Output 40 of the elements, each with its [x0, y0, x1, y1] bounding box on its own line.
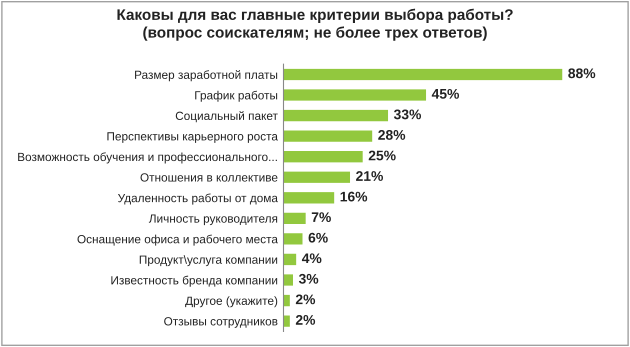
data-label: 3% — [298, 274, 318, 284]
bar — [284, 233, 303, 245]
data-label: 33% — [394, 109, 422, 120]
y-tick-label: Отношения в коллективе — [140, 173, 278, 182]
y-tick-label: Удаленность работы от дома — [118, 193, 278, 205]
bar — [284, 172, 350, 183]
data-label: 4% — [302, 253, 322, 264]
data-label: 6% — [308, 232, 328, 243]
bar — [284, 130, 372, 142]
y-tick-label: Социальный пакет — [176, 111, 278, 122]
data-label: 25% — [368, 150, 396, 160]
y-tick-label: Отзывы сотрудников — [164, 317, 278, 328]
bar — [284, 212, 306, 224]
data-label: 28% — [378, 130, 406, 140]
y-tick-label: Личность руководителя — [148, 214, 278, 226]
data-label: 45% — [432, 88, 460, 99]
data-label: 2% — [296, 315, 316, 325]
y-tick-label: Другое (укажите) — [185, 296, 278, 308]
bar — [284, 89, 426, 101]
y-tick-label: Продукт\услуга компании — [140, 255, 278, 266]
bar — [284, 294, 290, 306]
bar — [284, 192, 334, 204]
y-tick-label: Оснащение офиса и рабочего места — [78, 234, 278, 246]
bar — [284, 68, 562, 80]
y-tick-label: Известность бренда компании — [111, 276, 278, 287]
bar — [284, 274, 294, 286]
data-label: 7% — [312, 212, 331, 222]
data-label: 21% — [356, 171, 384, 181]
bar — [284, 151, 363, 162]
y-tick-label: График работы — [195, 90, 278, 102]
bar — [284, 254, 296, 266]
y-tick-label: Перспективы карьерного роста — [107, 132, 278, 143]
data-label: 2% — [296, 294, 316, 304]
data-label: 16% — [340, 192, 368, 202]
y-tick-label: Размер заработной платы — [135, 70, 278, 82]
bar — [284, 315, 290, 327]
data-label: 88% — [568, 68, 596, 78]
bar — [284, 110, 388, 122]
chart-title: Каковы для вас главные критерии выбора работы? (вопрос соискателям; не более трех ответов) — [117, 8, 513, 41]
y-tick-label: Возможность обучения и профессионального... — [18, 152, 277, 164]
